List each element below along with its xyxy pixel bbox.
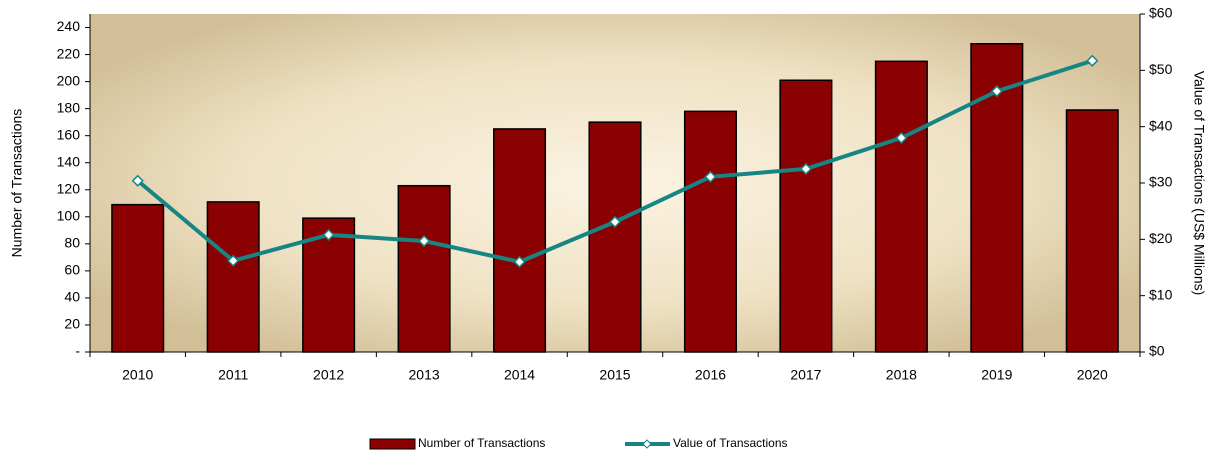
x-tick-label: 2020	[1077, 367, 1108, 383]
y-tick-label: 100	[57, 208, 81, 224]
y2-tick-label: $40	[1149, 117, 1173, 133]
bar	[206, 201, 260, 353]
legend-label: Number of Transactions	[418, 436, 545, 450]
legend-swatch	[369, 438, 416, 450]
y2-tick-label: $30	[1149, 174, 1173, 190]
y-tick-label: 120	[57, 180, 81, 196]
x-tick-label: 2011	[218, 367, 248, 383]
y-tick-label: 60	[64, 262, 80, 278]
marker	[608, 215, 622, 228]
bar	[779, 79, 833, 353]
bar	[683, 110, 737, 353]
x-tick-label: 2015	[599, 367, 630, 383]
y-tick-label: 40	[64, 289, 80, 305]
x-tick-label: 2019	[981, 367, 1012, 383]
y2-tick-label: $0	[1149, 343, 1165, 359]
bar	[493, 128, 547, 353]
y-axis-title: Number of Transactions	[9, 109, 25, 258]
bar	[111, 203, 165, 353]
legend-marker	[642, 439, 652, 449]
y-tick-label: 200	[57, 72, 81, 88]
y-tick-label: 80	[64, 235, 80, 251]
y-tick-label: 160	[57, 126, 81, 142]
y2-tick-label: $50	[1149, 61, 1173, 77]
y-tick-label: 220	[57, 45, 81, 61]
x-tick-label: 2014	[504, 367, 535, 383]
marker	[799, 162, 812, 175]
y-tick-label: 20	[64, 316, 80, 332]
legend-label: Value of Transactions	[673, 436, 788, 450]
x-tick-label: 2010	[122, 367, 153, 383]
y-tick-label: 140	[57, 153, 81, 169]
y-tick-label: 180	[57, 99, 81, 115]
bar	[874, 60, 928, 353]
marker	[1086, 54, 1099, 67]
y-tick-label: -	[75, 343, 80, 359]
x-tick-label: 2016	[695, 367, 726, 383]
y2-tick-label: $60	[1149, 5, 1173, 21]
y2-tick-label: $20	[1149, 230, 1173, 246]
x-tick-label: 2013	[409, 367, 440, 383]
marker	[227, 254, 240, 267]
marker	[704, 170, 717, 183]
x-tick-label: 2018	[886, 367, 917, 383]
y-tick-label: 240	[57, 18, 81, 34]
bar	[588, 121, 642, 353]
marker	[322, 228, 335, 241]
bar	[1065, 109, 1119, 353]
marker	[131, 174, 144, 187]
bar	[397, 184, 451, 353]
x-tick-label: 2012	[313, 367, 344, 383]
marker	[513, 255, 526, 268]
y2-axis-title: Value of Transactions (US$ Millions)	[1191, 71, 1207, 296]
marker	[895, 131, 908, 144]
x-tick-label: 2017	[790, 367, 821, 383]
marker	[418, 234, 431, 248]
marker	[990, 85, 1003, 98]
y2-tick-label: $10	[1149, 286, 1173, 302]
